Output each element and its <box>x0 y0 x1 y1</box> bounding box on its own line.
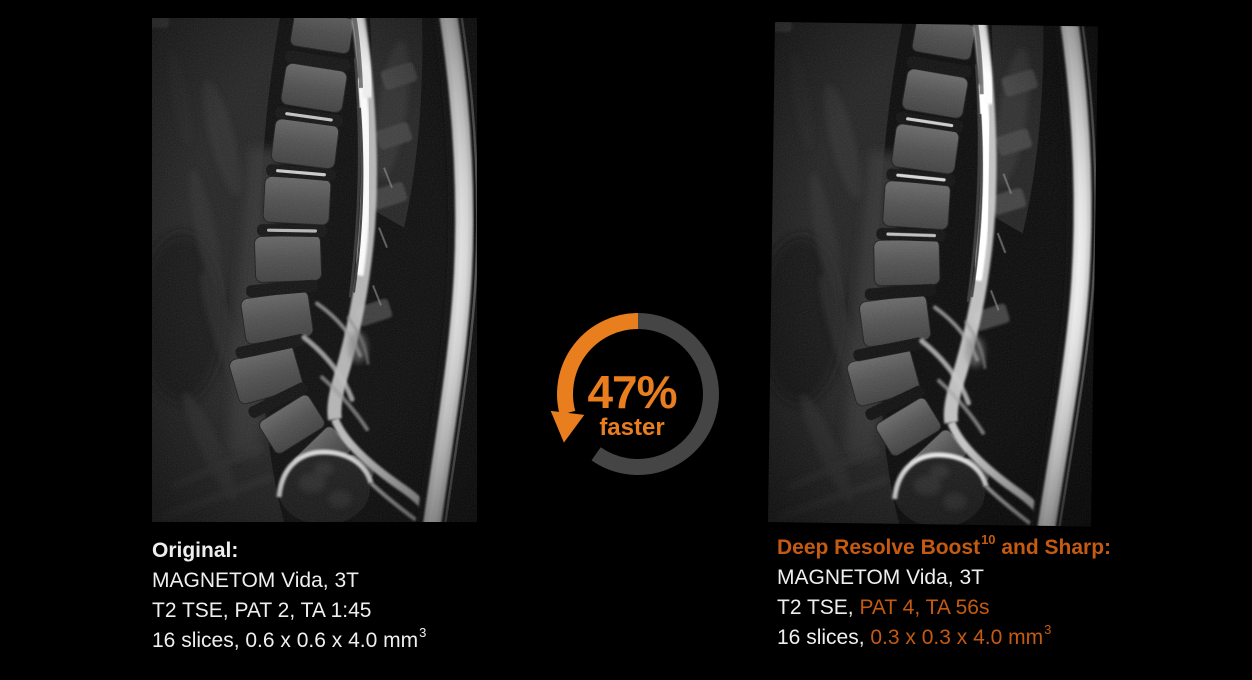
slice-resolution-right: 16 slices, 0.3 x 0.3 x 4.0 mm3 <box>777 623 1111 653</box>
right-caption-title-rest: and Sharp: <box>995 536 1112 559</box>
slice-resolution-right-prefix: 16 slices, <box>777 626 871 649</box>
slice-resolution-left-text: 16 slices, 0.6 x 0.6 x 4.0 mm <box>152 629 419 652</box>
sequence-params-left: T2 TSE, PAT 2, TA 1:45 <box>152 599 372 622</box>
right-caption-title-text: Deep Resolve Boost <box>777 536 981 559</box>
scanner-name-right: MAGNETOM Vida, 3T <box>777 566 984 589</box>
slice-resolution-right-highlight: 0.3 x 0.3 x 4.0 mm3 <box>870 623 1051 649</box>
speed-arrow-arc <box>557 313 639 415</box>
percent-faster-value: 47% <box>587 366 676 418</box>
sequence-params-right-highlight: PAT 4, TA 56s <box>859 596 990 619</box>
footnote-superscript: 10 <box>981 532 996 547</box>
slice-resolution-right-highlight-text: 0.3 x 0.3 x 4.0 mm <box>870 626 1044 649</box>
right-caption-title: Deep Resolve Boost10 and Sharp: <box>777 533 1111 563</box>
right-caption: Deep Resolve Boost10 and Sharp: MAGNETOM… <box>777 533 1111 653</box>
slice-resolution-left: 16 slices, 0.6 x 0.6 x 4.0 mm3 <box>152 626 426 656</box>
mri-sagittal-spine-graphic <box>768 22 1098 526</box>
left-caption-title: Original: <box>152 539 239 562</box>
cubed-superscript: 3 <box>1044 622 1052 637</box>
scanner-name-left: MAGNETOM Vida, 3T <box>152 569 359 592</box>
sequence-params-right: T2 TSE, PAT 4, TA 56s <box>777 593 1111 623</box>
speed-arrow-head-icon <box>550 410 585 443</box>
mri-sagittal-spine-graphic <box>152 18 477 522</box>
mri-image-deep-resolve <box>768 22 1098 527</box>
speed-badge: 47% faster <box>548 304 728 484</box>
mri-image-original <box>152 18 477 522</box>
cubed-superscript: 3 <box>419 625 427 640</box>
percent-faster-label: faster <box>599 414 664 441</box>
progress-ring-gray-arc <box>591 313 719 475</box>
left-caption: Original: MAGNETOM Vida, 3T T2 TSE, PAT … <box>152 536 426 656</box>
sequence-params-right-prefix: T2 TSE, <box>777 596 860 619</box>
